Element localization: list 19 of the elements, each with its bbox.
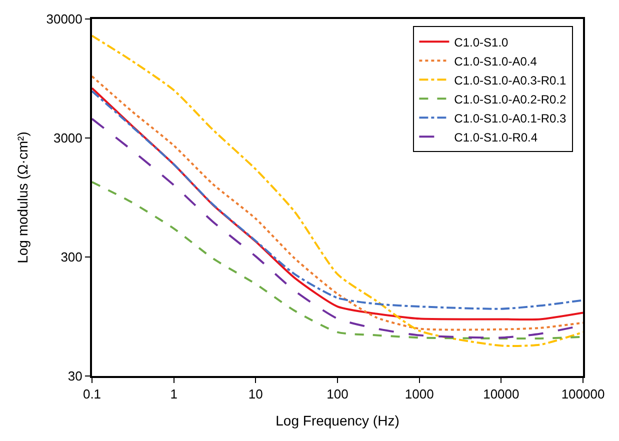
y-axis-title: Log modulus (Ω·cm²) — [14, 132, 30, 264]
x-tick-label: 100 — [326, 386, 348, 402]
legend-label: C1.0-S1.0-A0.1-R0.3 — [454, 111, 567, 126]
x-tick-label: 0.1 — [82, 386, 102, 402]
x-tick-label: 10000 — [483, 386, 520, 402]
y-tick-label: 300 — [60, 250, 82, 265]
x-tick-label: 10 — [248, 386, 263, 402]
y-tick-label: 3000 — [53, 130, 82, 146]
x-tick-label: 100000 — [561, 386, 605, 402]
legend-label: C1.0-S1.0-A0.2-R0.2 — [454, 92, 567, 106]
x-tick-label: 1 — [170, 386, 178, 402]
legend-label: C1.0-S1.0-R0.4 — [454, 130, 538, 144]
x-tick-label: 1000 — [404, 386, 434, 402]
legend-label: C1.0-S1.0-A0.3-R0.1 — [454, 73, 567, 88]
x-axis-title: Log Frequency (Hz) — [276, 412, 400, 428]
y-tick-label: 30000 — [46, 12, 82, 27]
legend-label: C1.0-S1.0-A0.4 — [454, 54, 538, 68]
y-tick-label: 30 — [68, 368, 82, 384]
legend-label: C1.0-S1.0 — [454, 35, 509, 50]
